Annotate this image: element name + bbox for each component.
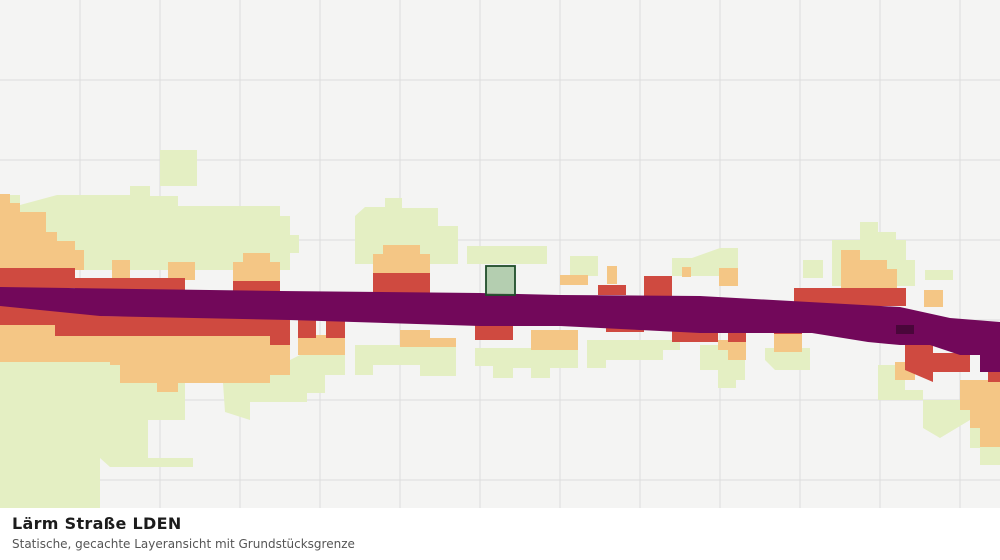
noise-area [112, 260, 130, 280]
noise-area [160, 150, 197, 186]
noise-area [531, 330, 578, 350]
noise-area [587, 340, 680, 368]
noise-area [896, 325, 914, 334]
noise-area [298, 335, 345, 355]
noise-area [373, 245, 430, 273]
noise-area [400, 330, 456, 347]
noise-area [0, 325, 290, 392]
noise-area [0, 194, 84, 270]
noise-area [925, 270, 953, 280]
noise-area [924, 290, 943, 307]
layer-subtitle: Statische, gecachte Layeransicht mit Gru… [12, 537, 355, 551]
noise-area [719, 268, 738, 286]
noise-area [373, 273, 430, 293]
caption: Lärm Straße LDEN Statische, gecachte Lay… [0, 508, 1000, 560]
noise-area [765, 348, 810, 370]
noise-area [326, 318, 345, 338]
noise-area [774, 332, 802, 352]
noise-area [355, 198, 458, 264]
noise-area [560, 275, 588, 285]
noise-area [0, 268, 75, 288]
noise-area [27, 372, 100, 437]
noise-mid [0, 194, 1000, 447]
map [0, 0, 1000, 508]
noise-area [570, 256, 598, 276]
noise-area [298, 318, 316, 338]
noise-area [75, 278, 185, 290]
noise-area [794, 288, 906, 306]
noise-very-high [0, 287, 1000, 372]
parcel-boundary [485, 265, 516, 296]
noise-area [475, 348, 578, 378]
noise-area [355, 345, 456, 376]
noise-area [168, 262, 195, 280]
noise-area [0, 305, 290, 345]
noise-area [467, 246, 547, 264]
noise-area [607, 266, 617, 284]
noise-low [0, 150, 1000, 508]
noise-area [841, 250, 897, 288]
noise-area [803, 260, 823, 278]
noise-area [960, 380, 1000, 447]
noise-area [644, 276, 672, 296]
noise-area [718, 340, 746, 360]
noise-area [905, 340, 970, 382]
noise-area [878, 365, 1000, 465]
noise-area [0, 287, 1000, 372]
noise-area [233, 253, 280, 282]
noise-area [598, 285, 626, 295]
layer-title: Lärm Straße LDEN [12, 514, 182, 533]
noise-area [682, 267, 691, 277]
